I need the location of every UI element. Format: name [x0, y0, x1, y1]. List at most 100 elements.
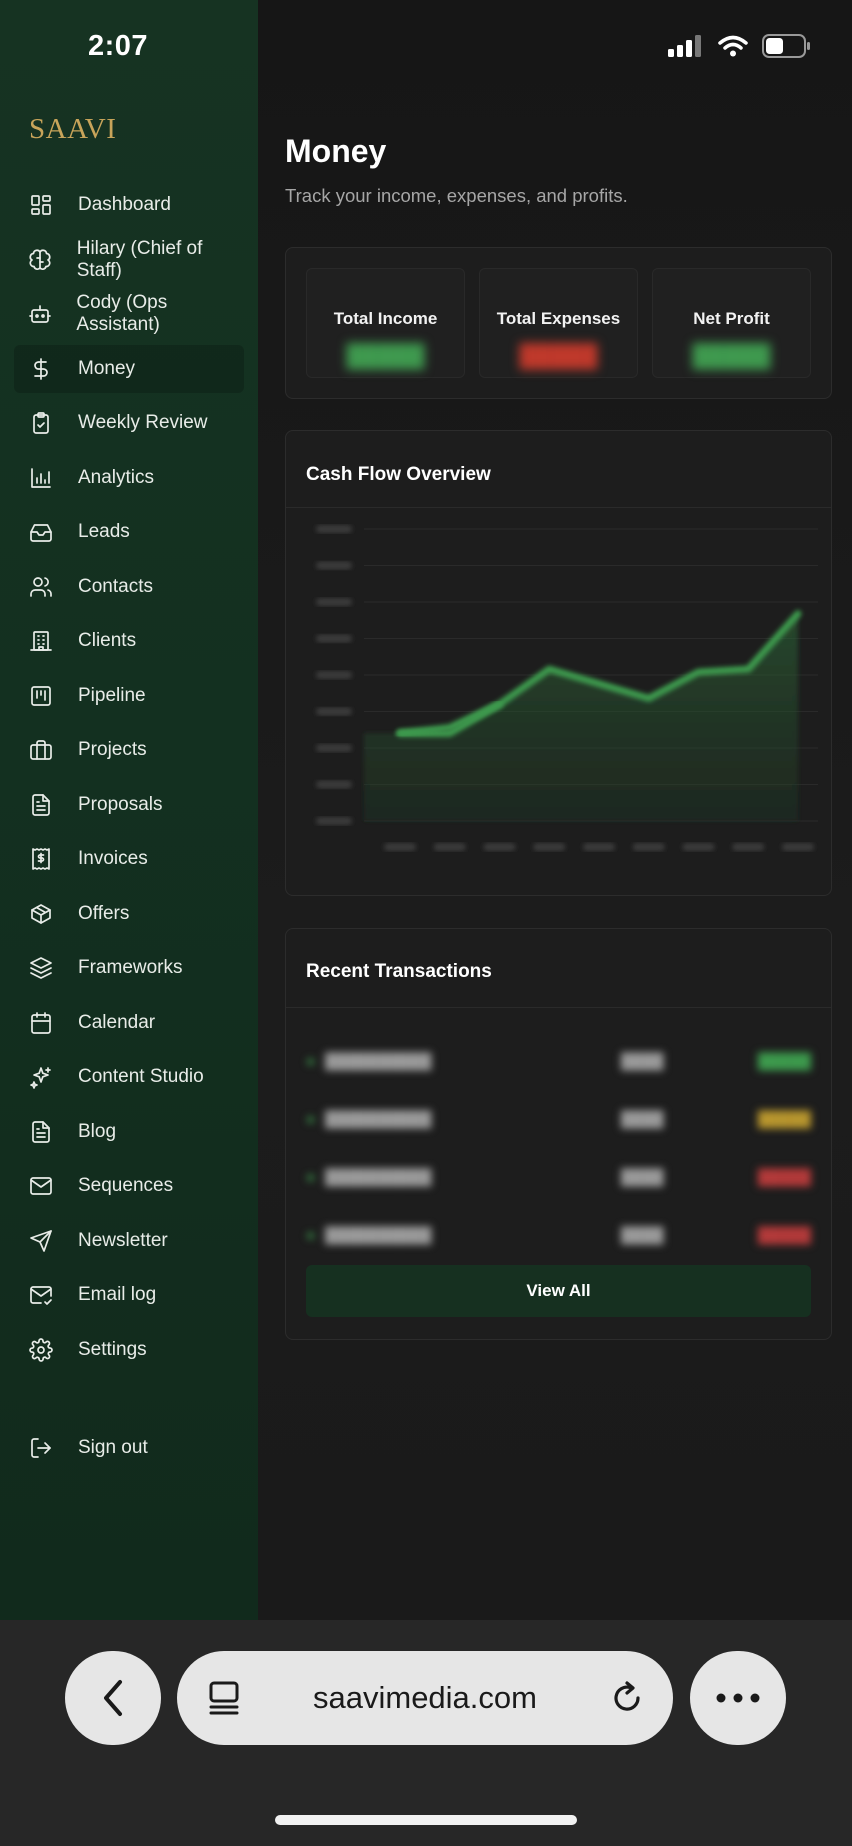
sidebar-item-dashboard[interactable]: Dashboard — [14, 181, 244, 229]
send-icon — [28, 1228, 54, 1254]
sidebar-item-label: Analytics — [78, 466, 155, 488]
chart-series-line — [396, 700, 503, 737]
inbox-icon — [28, 519, 54, 545]
clipboard-check-icon — [28, 410, 54, 436]
briefcase-icon — [28, 737, 54, 763]
reload-icon[interactable] — [609, 1680, 645, 1716]
sidebar-item-label: Content Studio — [78, 1066, 204, 1087]
sidebar-item-money[interactable]: Money — [14, 344, 244, 393]
chart-y-tick-label-redacted — [316, 817, 352, 825]
bar-chart-icon — [28, 465, 54, 491]
sidebar-item-frameworks[interactable]: Frameworks — [14, 944, 244, 992]
status-time: 2:07 — [88, 30, 149, 62]
sidebar-item-label: Leads — [78, 521, 130, 542]
building-icon — [28, 628, 54, 654]
stat-total-expenses: Total Expenses █████ — [479, 268, 638, 378]
sidebar-nav: Dashboard Hilary (Chief of Staff) Cody (Op… — [14, 181, 244, 1380]
sidebar-item-clients[interactable]: Clients — [14, 617, 244, 665]
status-icons — [668, 34, 812, 58]
more-dots-icon — [716, 1693, 760, 1703]
sidebar-item-label: Money — [78, 357, 136, 379]
main-content: Money Track your income, expenses, and p… — [258, 0, 852, 1620]
sidebar-item-proposals[interactable]: Proposals — [14, 781, 244, 829]
recent-transactions-card: Recent Transactions ● ██████████ ████ █████… — [285, 928, 832, 1340]
url-bar[interactable]: saavimedia.com — [177, 1651, 673, 1745]
sidebar-item-cody-ops-assistant[interactable]: Cody (Ops Assistant) — [14, 290, 244, 338]
url-text: saavimedia.com — [313, 1680, 537, 1715]
sidebar-item-projects[interactable]: Projects — [14, 726, 244, 774]
sidebar-item-analytics[interactable]: Analytics — [14, 454, 244, 502]
sidebar-item-calendar[interactable]: Calendar — [14, 999, 244, 1047]
sidebar-item-pipeline[interactable]: Pipeline — [14, 672, 244, 720]
sidebar-item-label: Weekly Review — [78, 412, 208, 433]
kanban-icon — [28, 683, 54, 709]
sidebar-item-label: Hilary (Chief of Staff) — [76, 237, 203, 281]
view-all-button[interactable]: View All — [306, 1265, 811, 1317]
stat-total-income: Total Income █████ — [306, 268, 465, 378]
chart-x-tick-label-redacted — [732, 843, 765, 851]
chart-x-tick-label-redacted — [483, 843, 516, 851]
brain-icon — [28, 247, 53, 273]
sidebar-item-settings[interactable]: Settings — [14, 1326, 244, 1374]
sidebar-item-content-studio[interactable]: Content Studio — [14, 1053, 244, 1101]
sidebar-item-label: Dashboard — [78, 194, 171, 215]
layers-icon — [28, 955, 54, 981]
bot-icon — [28, 301, 52, 327]
battery-icon — [762, 34, 810, 58]
sidebar-item-offers[interactable]: Offers — [14, 890, 244, 938]
tabs-icon — [209, 1681, 239, 1715]
sidebar-item-email-log[interactable]: Email log — [14, 1271, 244, 1319]
wifi-icon — [718, 35, 748, 57]
sidebar-item-label: Blog — [78, 1120, 117, 1142]
sidebar: SAAVI Dashboard Hilary (Chief of Staff) Co… — [0, 0, 258, 1620]
chevron-left-icon — [104, 1680, 122, 1716]
transaction-row-redacted: ● ██████████ ████ █████ — [306, 1052, 811, 1070]
stat-value-redacted: █████ — [346, 343, 425, 368]
calendar-icon — [28, 1010, 54, 1036]
sidebar-item-leads[interactable]: Leads — [14, 508, 244, 556]
transaction-row-redacted: ● ██████████ ████ █████ — [306, 1110, 811, 1128]
sparkles-icon — [28, 1064, 54, 1090]
sidebar-item-newsletter[interactable]: Newsletter — [14, 1217, 244, 1265]
stat-label: Net Profit — [693, 309, 770, 328]
sidebar-item-label: Cody (Ops Assistant) — [76, 292, 168, 335]
sidebar-item-weekly-review[interactable]: Weekly Review — [14, 399, 244, 447]
sidebar-item-label: Newsletter — [78, 1229, 168, 1251]
sidebar-item-label: Frameworks — [78, 957, 183, 978]
sidebar-item-label: Pipeline — [78, 684, 146, 706]
gear-icon — [28, 1337, 54, 1363]
sidebar-item-sequences[interactable]: Sequences — [14, 1162, 244, 1210]
chart-y-tick-label-redacted — [316, 707, 352, 716]
chart-y-tick-label-redacted — [316, 525, 352, 533]
chart-y-tick-label-redacted — [316, 744, 352, 752]
chart-x-tick-label-redacted — [632, 843, 665, 851]
stat-net-profit: Net Profit █████ — [652, 268, 811, 378]
stat-value-redacted: █████ — [519, 343, 598, 368]
more-button[interactable] — [690, 1651, 786, 1745]
sign-out-label: Sign out — [78, 1437, 148, 1458]
sidebar-item-label: Proposals — [78, 793, 163, 815]
document-icon — [28, 1119, 54, 1145]
chart-x-tick-label-redacted — [583, 843, 615, 851]
file-text-icon — [28, 792, 54, 818]
sidebar-item-label: Invoices — [78, 848, 148, 869]
chart-x-tick-label-redacted — [782, 843, 814, 851]
card-title: Cash Flow Overview — [306, 464, 491, 485]
sidebar-item-label: Projects — [78, 739, 147, 760]
chart-x-tick-label-redacted — [433, 843, 466, 851]
sidebar-item-hilary-chief-of-staff[interactable]: Hilary (Chief of Staff) — [14, 236, 244, 284]
receipt-icon — [28, 846, 54, 872]
sidebar-item-label: Email log — [78, 1284, 157, 1305]
mail-icon — [28, 1173, 54, 1199]
sidebar-item-invoices[interactable]: Invoices — [14, 835, 244, 883]
page-subtitle: Track your income, expenses, and profits… — [285, 185, 628, 206]
back-button[interactable] — [65, 1651, 161, 1745]
sidebar-item-blog[interactable]: Blog — [14, 1108, 244, 1156]
sign-out-button[interactable]: Sign out — [14, 1424, 244, 1472]
log-out-icon — [28, 1435, 54, 1461]
cash-flow-card: Cash Flow Overview — [285, 430, 832, 896]
signal-icon — [668, 35, 701, 57]
sidebar-item-contacts[interactable]: Contacts — [14, 563, 244, 611]
chart-x-tick-label-redacted — [682, 843, 715, 851]
chart-y-tick-label-redacted — [316, 561, 352, 570]
